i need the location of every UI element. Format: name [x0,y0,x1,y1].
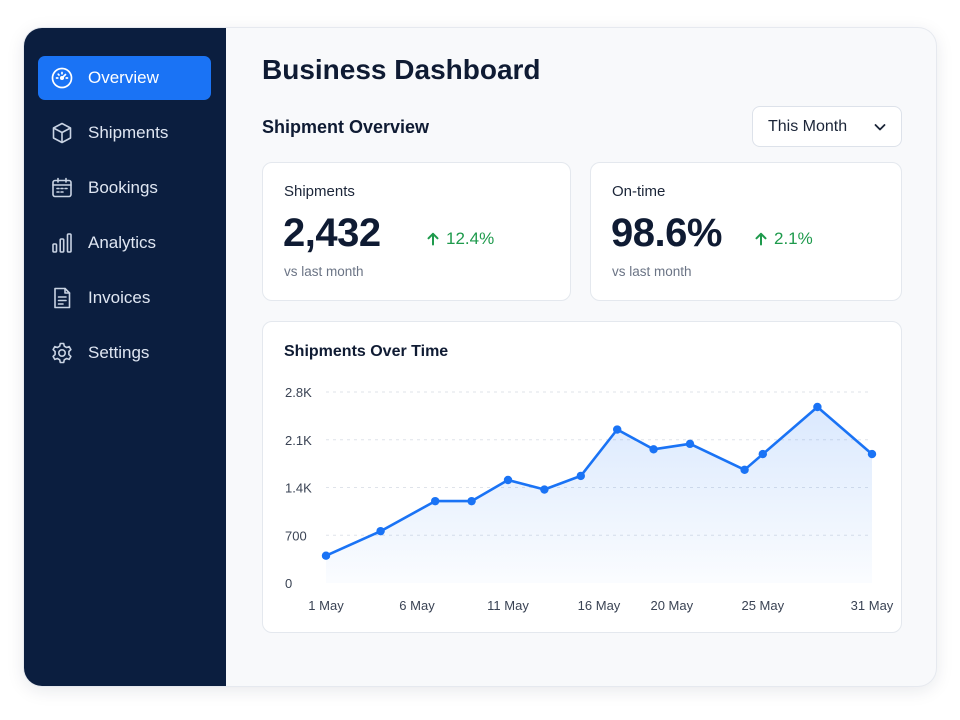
arrow-up-icon [427,232,439,246]
x-tick-label: 31 May [851,598,894,613]
main-content: Business Dashboard Shipment Overview Thi… [226,28,936,686]
calendar-icon [50,176,74,200]
sidebar-item-analytics[interactable]: Analytics [38,221,211,265]
x-tick-label: 20 May [650,598,693,613]
gear-icon [50,341,74,365]
sidebar-item-settings[interactable]: Settings [38,331,211,375]
chart-title: Shipments Over Time [284,343,449,360]
chart-card: Shipments Over Time 0 700 1.4K 2.1K 2.8K 1 Ma… [262,321,902,633]
sidebar-item-label: Overview [88,68,159,87]
data-point [576,471,585,481]
sidebar-item-shipments[interactable]: Shipments [38,111,211,155]
stat-label: On-time [612,183,666,200]
section-title: Shipment Overview [262,117,430,137]
y-tick-label: 2.8K [285,385,312,400]
page-title: Business Dashboard [262,54,541,85]
sidebar-item-label: Invoices [88,288,151,307]
stat-subtext: vs last month [284,264,364,279]
chevron-down-icon [874,124,886,131]
data-point [376,526,385,536]
arrow-up-icon [755,232,767,246]
sidebar: Overview Shipments Bookings [24,28,226,686]
data-point [503,475,513,485]
app-window: Overview Shipments Bookings [24,28,936,686]
document-icon [50,286,74,310]
period-select[interactable]: This Month [752,106,902,147]
y-tick-label: 700 [285,528,307,543]
data-point [740,465,749,474]
stat-value: 98.6% [611,211,722,255]
sidebar-item-invoices[interactable]: Invoices [38,276,211,320]
shipments-line-chart: 0 700 1.4K 2.1K 2.8K 1 May 6 May 11 May 16 May 20… [285,385,894,613]
ontime-stat-card: On-time 98.6% 2.1% vs last month [590,162,902,301]
data-point [867,449,877,459]
stat-delta-value: 12.4% [446,229,495,248]
y-tick-label: 0 [285,576,292,591]
series-area [326,407,872,583]
sidebar-item-label: Analytics [88,233,157,252]
sidebar-item-label: Bookings [88,178,158,197]
data-point [813,402,822,412]
x-tick-label: 25 May [741,598,784,613]
data-point [758,449,767,459]
bar-chart-icon [50,231,74,255]
stat-delta-value: 2.1% [774,229,813,248]
data-point [685,439,695,449]
shipments-stat-card: Shipments 2,432 12.4% vs last month [262,162,571,301]
data-point [613,425,622,434]
stat-label: Shipments [284,183,355,200]
sidebar-item-label: Shipments [88,123,169,142]
sidebar-item-label: Settings [88,343,150,362]
y-tick-label: 2.1K [285,433,312,448]
sidebar-item-bookings[interactable]: Bookings [38,166,211,210]
data-point [431,496,440,506]
x-tick-label: 11 May [487,598,529,613]
x-tick-label: 6 May [399,598,435,613]
sidebar-item-overview[interactable]: Overview [38,56,211,100]
stat-delta: 2.1% [754,229,813,249]
data-point [649,445,658,454]
period-select-value: This Month [768,117,848,135]
box-icon [50,121,74,145]
data-point [540,485,549,494]
gauge-icon [50,66,74,90]
data-point [467,496,476,506]
y-tick-label: 1.4K [285,481,312,496]
stat-subtext: vs last month [612,264,692,279]
x-tick-label: 16 May [578,598,621,613]
x-tick-label: 1 May [308,598,344,613]
stat-value: 2,432 [283,211,381,255]
stat-delta: 12.4% [426,229,494,249]
data-point [321,551,331,560]
